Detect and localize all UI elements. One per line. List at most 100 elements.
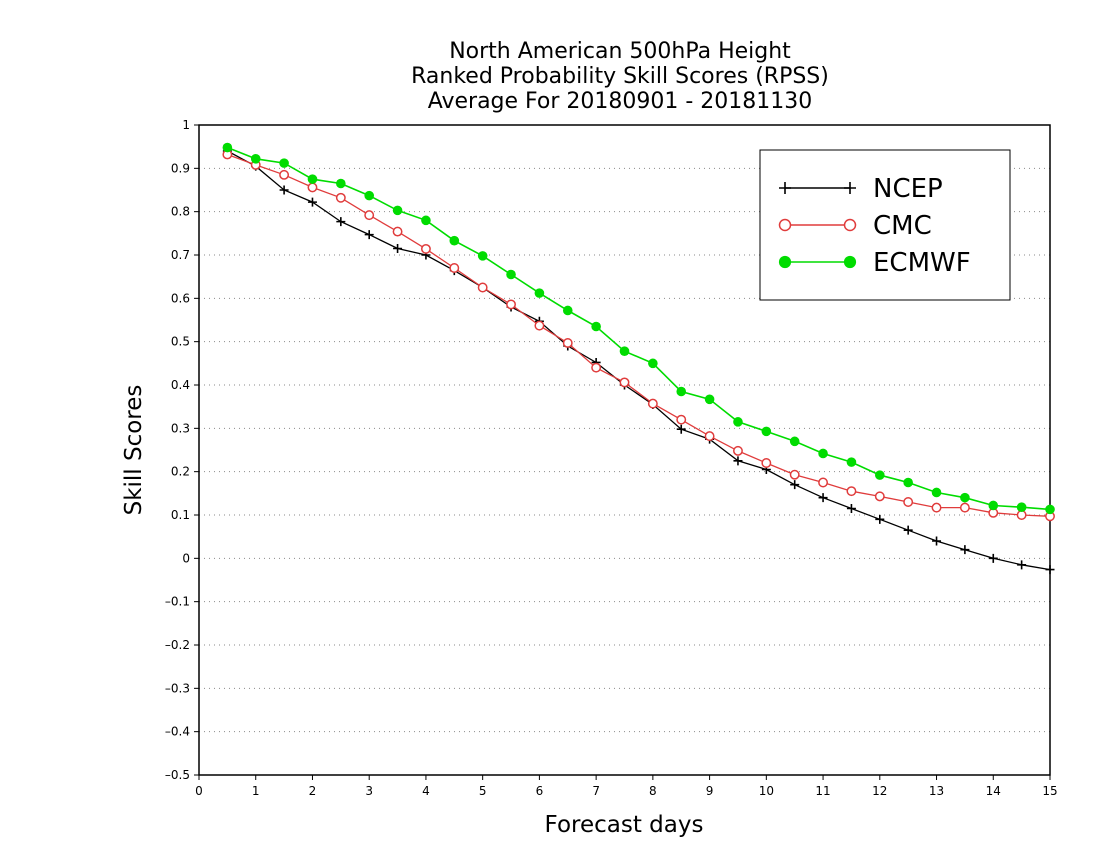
ecmwf-legend-marker bbox=[843, 255, 857, 269]
x-tick-label: 10 bbox=[759, 784, 774, 798]
cmc-marker bbox=[534, 320, 545, 331]
ecmwf-marker bbox=[818, 448, 828, 459]
ecmwf-marker bbox=[222, 142, 233, 153]
cmc-marker bbox=[761, 458, 772, 468]
x-axis-ticks: 0 1 2 3 4 5 6 7 8 9 10 11 12 13 14 15 bbox=[195, 775, 1058, 798]
x-tick-label: 1 bbox=[252, 784, 260, 798]
cmc-marker bbox=[420, 243, 431, 254]
ecmwf-marker bbox=[875, 470, 885, 480]
cmc-marker bbox=[619, 377, 630, 388]
ncep-marker bbox=[932, 536, 942, 546]
ecmwf-marker bbox=[733, 417, 743, 427]
ecmwf-marker bbox=[761, 426, 772, 437]
x-tick-label: 14 bbox=[986, 784, 1001, 798]
ecmwf-marker bbox=[846, 457, 857, 467]
gridlines bbox=[199, 167, 1050, 733]
cmc-marker bbox=[676, 414, 687, 425]
ncep-legend-marker bbox=[779, 182, 791, 194]
ecmwf-marker bbox=[562, 305, 573, 316]
ncep-legend-marker bbox=[844, 182, 856, 194]
y-tick-label: 0.4 bbox=[171, 378, 190, 392]
ecmwf-marker bbox=[960, 492, 970, 503]
title-line-1: North American 500hPa Height bbox=[449, 39, 791, 64]
ecmwf-marker bbox=[336, 178, 346, 189]
ecmwf-line bbox=[227, 146, 1051, 511]
cmc-marker bbox=[903, 497, 914, 507]
ecmwf-marker bbox=[676, 386, 687, 397]
ecmwf-marker bbox=[477, 251, 488, 261]
ecmwf-legend-label: ECMWF bbox=[873, 248, 971, 278]
ncep-marker bbox=[1017, 560, 1027, 570]
ecmwf-legend-item: ECMWF bbox=[778, 248, 971, 278]
y-tick-label: –0.3 bbox=[165, 681, 190, 695]
ncep-legend-label: NCEP bbox=[873, 174, 943, 204]
ncep-marker bbox=[279, 185, 289, 195]
cmc-marker bbox=[392, 226, 403, 237]
ecmwf-marker bbox=[619, 346, 630, 357]
cmc-marker bbox=[959, 502, 970, 513]
plot-frame bbox=[198, 124, 1051, 776]
cmc-marker bbox=[647, 398, 658, 409]
cmc-marker bbox=[307, 182, 318, 193]
ecmwf-marker bbox=[1016, 502, 1027, 512]
ncep-marker bbox=[790, 480, 800, 490]
legend: NCEP CMC ECMWF bbox=[759, 149, 1011, 301]
ncep-marker bbox=[818, 493, 828, 503]
cmc-legend-item: CMC bbox=[778, 211, 932, 241]
cmc-marker bbox=[562, 338, 573, 348]
cmc-marker bbox=[591, 362, 602, 373]
cmc-marker bbox=[449, 263, 460, 273]
cmc-marker bbox=[818, 477, 829, 488]
ecmwf-marker bbox=[704, 394, 715, 405]
ncep-marker bbox=[960, 545, 970, 555]
y-tick-label: –0.2 bbox=[165, 638, 190, 652]
y-axis-ticks: –0.5 –0.4 –0.3 –0.2 –0.1 0 0.1 0.2 0.3 0.4 0.5 0.6 0… bbox=[165, 118, 199, 782]
ecmwf-marker bbox=[1045, 504, 1055, 515]
cmc-legend-label: CMC bbox=[873, 211, 932, 241]
ncep-marker bbox=[393, 244, 403, 253]
x-tick-label: 8 bbox=[649, 784, 657, 798]
x-tick-label: 5 bbox=[479, 784, 487, 798]
x-tick-label: 7 bbox=[592, 784, 600, 798]
ncep-line bbox=[227, 150, 1051, 571]
ecmwf-marker bbox=[648, 358, 658, 369]
cmc-marker bbox=[1016, 510, 1027, 520]
ecmwf-marker bbox=[364, 190, 375, 201]
cmc-marker bbox=[364, 210, 375, 221]
x-tick-label: 4 bbox=[422, 784, 430, 798]
ecmwf-marker bbox=[449, 235, 460, 246]
ncep-marker bbox=[846, 504, 856, 513]
ecmwf-marker bbox=[591, 321, 601, 332]
cmc-marker bbox=[704, 431, 715, 442]
x-axis-label: Forecast days bbox=[545, 812, 704, 838]
ecmwf-marker bbox=[307, 174, 318, 184]
ncep-marker bbox=[364, 230, 374, 240]
ncep-marker bbox=[903, 525, 913, 535]
ncep-marker bbox=[988, 553, 998, 563]
y-tick-label: –0.1 bbox=[165, 595, 190, 609]
y-tick-label: 0.8 bbox=[171, 205, 190, 219]
ncep-marker bbox=[733, 456, 743, 466]
y-tick-label: 0.9 bbox=[171, 161, 190, 175]
y-tick-label: –0.4 bbox=[165, 725, 190, 739]
x-tick-label: 15 bbox=[1042, 784, 1057, 798]
ncep-legend-item: NCEP bbox=[779, 174, 943, 204]
x-tick-label: 3 bbox=[365, 784, 373, 798]
cmc-marker bbox=[335, 192, 346, 203]
cmc-marker bbox=[279, 169, 290, 180]
cmc-marker bbox=[733, 445, 743, 456]
x-tick-label: 13 bbox=[929, 784, 944, 798]
y-tick-label: 0.2 bbox=[171, 465, 190, 479]
chart-title: North American 500hPa Height Ranked Prob… bbox=[411, 39, 829, 114]
legend-items: NCEP CMC ECMWF bbox=[778, 174, 971, 278]
ecmwf-marker bbox=[506, 269, 516, 280]
axes bbox=[198, 124, 1051, 776]
y-tick-label: 0.3 bbox=[171, 421, 190, 435]
y-tick-label: 0.5 bbox=[171, 335, 190, 349]
cmc-legend-marker bbox=[843, 218, 857, 232]
x-tick-label: 9 bbox=[706, 784, 714, 798]
cmc-marker bbox=[874, 491, 885, 502]
cmc-series bbox=[222, 149, 1055, 522]
ecmwf-marker bbox=[279, 158, 289, 168]
